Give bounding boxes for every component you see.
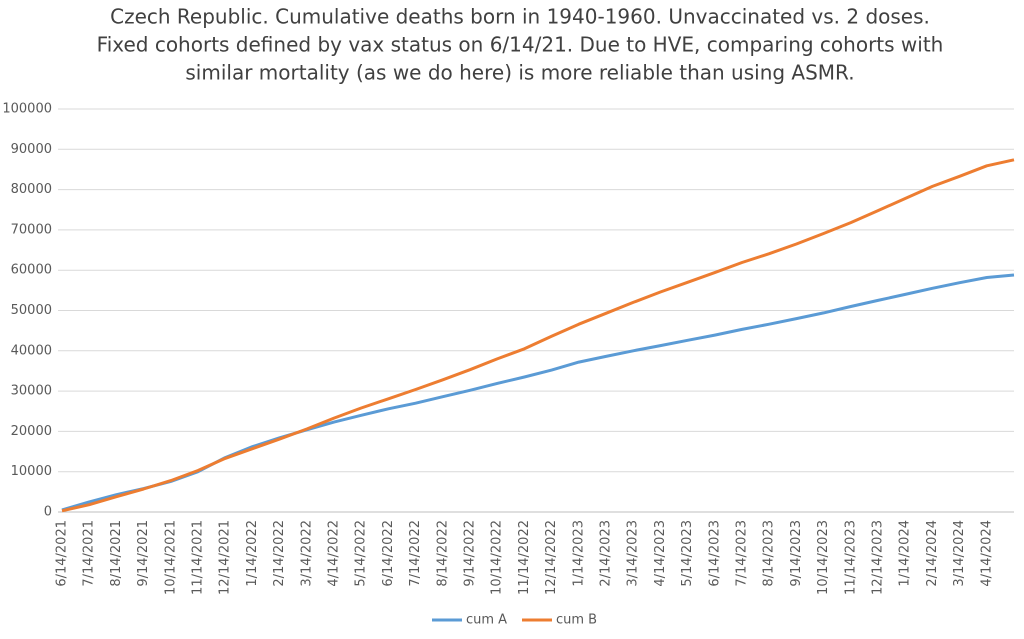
x-tick-label: 3/14/2024 xyxy=(952,520,967,587)
y-tick-label: 50000 xyxy=(11,303,52,318)
x-tick-label: 1/14/2024 xyxy=(898,520,913,587)
x-tick-label: 9/14/2021 xyxy=(136,520,151,587)
y-tick-label: 70000 xyxy=(11,222,52,237)
x-tick-label: 4/14/2024 xyxy=(979,520,994,587)
x-tick-label: 5/14/2023 xyxy=(680,520,695,587)
y-tick-label: 0 xyxy=(44,505,52,520)
x-tick-label: 4/14/2022 xyxy=(327,520,342,587)
legend-label: cum B xyxy=(556,613,597,628)
y-tick-label: 90000 xyxy=(11,142,52,157)
x-tick-label: 4/14/2023 xyxy=(653,520,668,587)
x-tick-label: 2/14/2022 xyxy=(272,520,287,587)
x-tick-label: 11/14/2022 xyxy=(517,520,532,595)
chart-title: Czech Republic. Cumulative deaths born i… xyxy=(110,5,930,29)
chart-title: similar mortality (as we do here) is mor… xyxy=(185,61,854,85)
x-tick-label: 5/14/2022 xyxy=(354,520,369,587)
y-tick-label: 30000 xyxy=(11,384,52,399)
y-tick-label: 10000 xyxy=(11,464,52,479)
x-tick-label: 9/14/2022 xyxy=(463,520,478,587)
x-tick-label: 6/14/2023 xyxy=(707,520,722,587)
x-tick-label: 10/14/2023 xyxy=(816,520,831,595)
x-tick-label: 12/14/2023 xyxy=(871,520,886,595)
x-tick-label: 8/14/2021 xyxy=(109,520,124,587)
y-tick-label: 100000 xyxy=(2,102,52,117)
x-tick-label: 2/14/2024 xyxy=(925,520,940,587)
x-tick-label: 11/14/2021 xyxy=(191,520,206,595)
x-tick-label: 12/14/2022 xyxy=(544,520,559,595)
x-tick-label: 11/14/2023 xyxy=(843,520,858,595)
x-tick-label: 3/14/2023 xyxy=(626,520,641,587)
x-tick-label: 12/14/2021 xyxy=(218,520,233,595)
x-tick-label: 7/14/2023 xyxy=(735,520,750,587)
x-tick-label: 2/14/2023 xyxy=(599,520,614,587)
x-tick-label: 6/14/2021 xyxy=(55,520,70,587)
x-tick-label: 10/14/2021 xyxy=(163,520,178,595)
series-line xyxy=(61,158,1015,513)
x-tick-label: 6/14/2022 xyxy=(381,520,396,587)
y-tick-label: 80000 xyxy=(11,182,52,197)
x-tick-label: 9/14/2023 xyxy=(789,520,804,587)
legend-label: cum A xyxy=(466,613,507,628)
x-tick-label: 8/14/2022 xyxy=(435,520,450,587)
x-tick-label: 1/14/2023 xyxy=(571,520,586,587)
chart-title: Fixed cohorts defined by vax status on 6… xyxy=(97,33,944,57)
x-tick-label: 10/14/2022 xyxy=(490,520,505,595)
x-tick-label: 7/14/2022 xyxy=(408,520,423,587)
x-tick-label: 7/14/2021 xyxy=(82,520,97,587)
x-tick-label: 3/14/2022 xyxy=(299,520,314,587)
y-tick-label: 60000 xyxy=(11,263,52,278)
x-tick-label: 8/14/2023 xyxy=(762,520,777,587)
y-tick-label: 20000 xyxy=(11,424,52,439)
y-tick-label: 40000 xyxy=(11,343,52,358)
x-tick-label: 1/14/2022 xyxy=(245,520,260,587)
